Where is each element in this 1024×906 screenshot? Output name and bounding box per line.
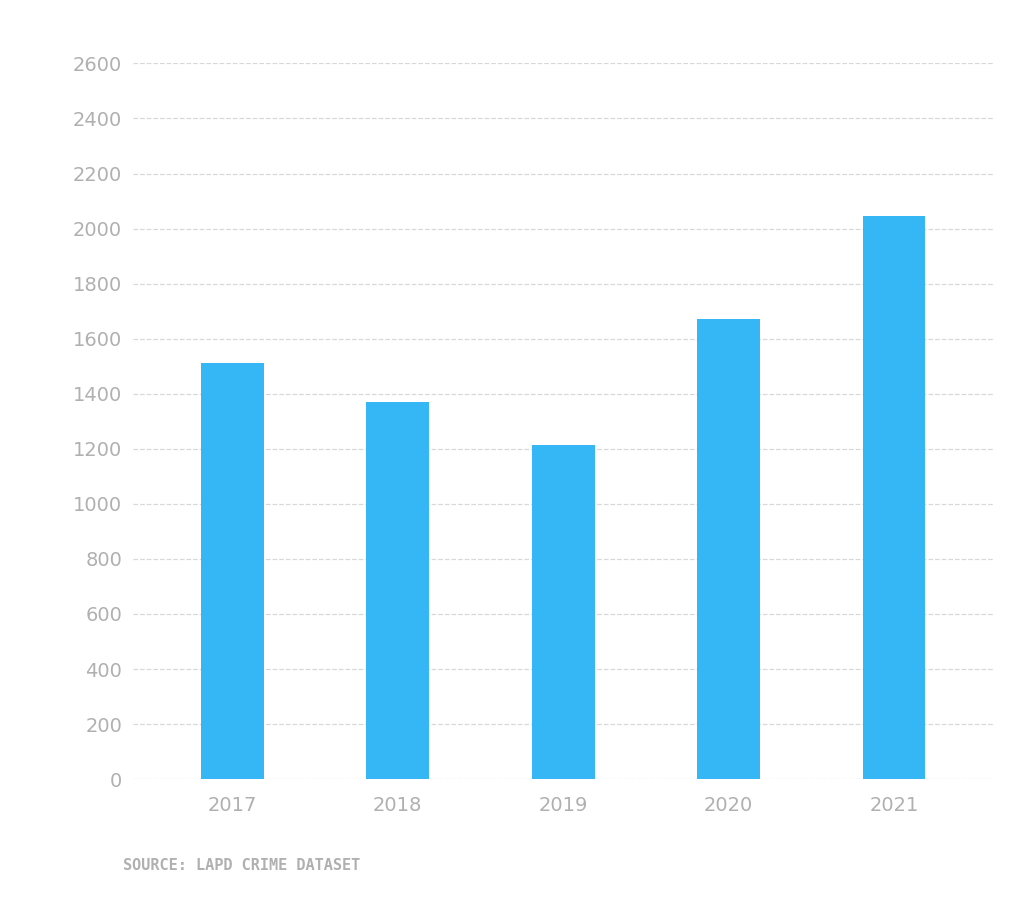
Text: SOURCE: LAPD CRIME DATASET: SOURCE: LAPD CRIME DATASET	[123, 858, 360, 872]
Bar	[201, 363, 264, 779]
Bar	[862, 217, 926, 779]
Bar	[367, 402, 429, 779]
Bar	[697, 320, 760, 779]
Bar	[531, 445, 595, 779]
